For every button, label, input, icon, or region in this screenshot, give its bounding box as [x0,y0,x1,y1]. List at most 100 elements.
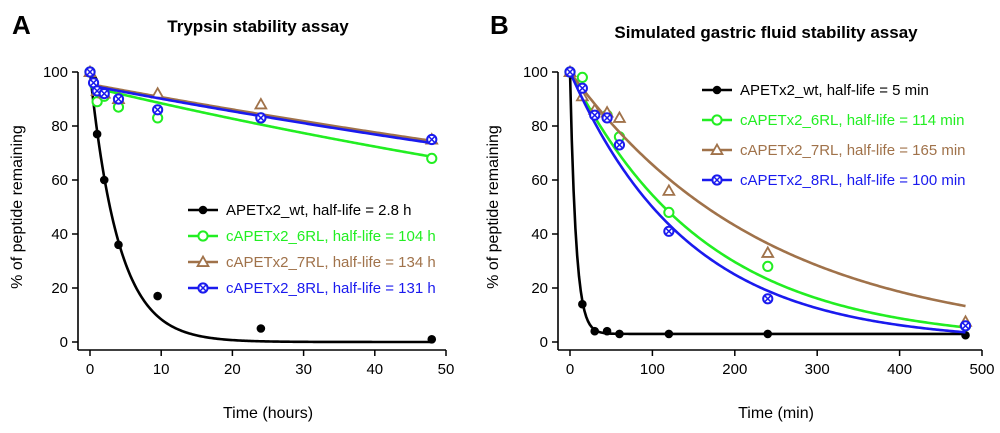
data-point-cross [89,79,98,87]
data-point-cross [114,95,123,103]
data-point [663,225,675,237]
x-tick-label: 20 [224,361,241,378]
data-point-cross [566,68,574,76]
data-point-cross [100,89,108,98]
data-point [255,112,267,124]
data-point-cross [257,114,265,122]
legend-label: cAPETx2_8RL, half-life = 100 min [740,172,966,189]
series-cAPETx2_8RL [564,66,972,334]
x-axis-label: Time (min) [738,405,814,422]
legend-label: cAPETx2_7RL, half-life = 134 h [226,254,436,271]
data-point [613,139,626,151]
fit-curve [89,85,432,158]
data-point-cross [428,135,436,144]
data-point [197,230,209,242]
data-point-cross [590,111,599,119]
fit-curve [568,71,966,334]
x-tick-label: 400 [887,361,912,378]
data-point [601,112,613,124]
data-point-cross [153,106,162,114]
chart-title: Trypsin stability assay [167,17,349,36]
data-point [91,96,103,108]
data-point [197,282,209,294]
x-tick-label: 100 [640,361,665,378]
data-point [760,245,775,258]
axes: 0 10 20 30 40 50 0 20 40 60 80 100 [43,64,454,378]
panel-label: A [12,10,31,40]
data-point [253,97,268,110]
data-point [98,88,110,100]
y-axis-label: % of peptide remaining [9,125,26,289]
legend-item: APETx2_wt, half-life = 2.8 h [188,202,412,219]
y-tick-label: 0 [60,334,68,351]
data-point [152,104,164,116]
data-point [762,293,774,305]
data-point [99,175,109,185]
y-tick-label: 100 [523,64,548,81]
data-point-cross [961,322,970,330]
data-point [427,335,437,344]
data-point [711,114,723,126]
fit-curve [568,71,966,329]
data-point [198,205,208,215]
data-point-cross [86,68,94,76]
axes: 0 100 200 300 400 500 0 20 40 60 80 100 [523,64,995,378]
x-tick-label: 0 [86,361,94,378]
legend-item: cAPETx2_8RL, half-life = 131 h [188,280,436,297]
data-point [564,66,576,78]
x-tick-label: 40 [366,361,383,378]
legend-item: cAPETx2_7RL, half-life = 165 min [702,142,966,159]
data-point [661,183,676,196]
data-point [589,109,601,121]
chart-panel-A: A Trypsin stability assay 0 10 20 30 40 50 0 20 40… [9,10,454,422]
data-point-cross [578,84,587,92]
y-tick-label: 60 [51,172,68,189]
data-point [959,320,972,332]
data-point [763,329,773,339]
y-tick-label: 40 [51,226,68,243]
legend-label: APETx2_wt, half-life = 5 min [740,82,929,99]
panel-label: B [490,10,509,40]
data-point [196,254,210,267]
legend: APETx2_wt, half-life = 5 min cAPETx2_6RL,… [702,82,966,189]
legend: APETx2_wt, half-life = 2.8 h cAPETx2_6RL,… [188,202,436,297]
data-point [114,240,123,250]
data-point [712,85,722,95]
legend-label: cAPETx2_8RL, half-life = 131 h [226,280,436,297]
series-cAPETx2_7RL [83,64,439,145]
data-point [256,324,266,333]
data-point [426,152,438,164]
data-point [578,299,587,309]
x-tick-label: 300 [805,361,830,378]
data-point [590,326,600,336]
legend-item: cAPETx2_6RL, half-life = 114 min [702,112,964,129]
legend-label: cAPETx2_6RL, half-life = 114 min [740,112,964,129]
legend-item: APETx2_wt, half-life = 5 min [702,82,929,99]
x-tick-label: 10 [153,361,170,378]
data-point [615,329,624,339]
data-point [426,133,438,146]
data-point-cross [713,176,721,184]
data-point [92,129,102,139]
data-point-cross [665,227,673,236]
x-axis-label: Time (hours) [223,405,313,422]
data-point [612,110,627,123]
data-point-cross [603,114,611,122]
series-cAPETx2_8RL [84,66,438,146]
data-point-cross [615,141,624,149]
y-axis-label: % of peptide remaining [485,125,502,289]
data-point [762,260,774,272]
data-point [84,66,96,78]
fit-curve [568,71,966,308]
data-point-cross [764,295,772,303]
data-point [711,174,723,186]
data-point [112,93,125,105]
chart-title: Simulated gastric fluid stability assay [614,23,918,42]
x-tick-label: 50 [438,361,455,378]
data-point [663,206,675,218]
data-point [576,71,588,84]
x-tick-label: 30 [295,361,312,378]
y-tick-label: 60 [531,172,548,189]
data-point [153,291,162,301]
